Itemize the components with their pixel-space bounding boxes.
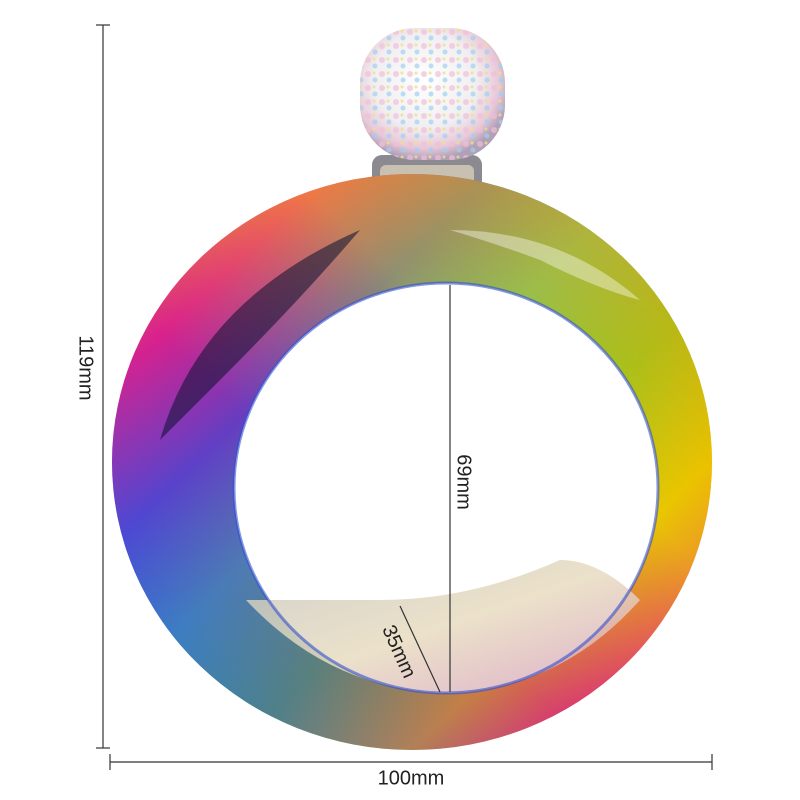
- bangle-inner-edge: [232, 281, 660, 695]
- jeweled-cap: [360, 28, 505, 160]
- bangle-inner-surface: [246, 560, 640, 693]
- inner-diameter-label: 69mm: [453, 454, 475, 510]
- height-dimension: [96, 24, 110, 749]
- height-label: 119mm: [75, 335, 97, 400]
- width-label: 100mm: [378, 767, 445, 789]
- width-dimension: [109, 754, 713, 770]
- band-width-line: [399, 605, 441, 693]
